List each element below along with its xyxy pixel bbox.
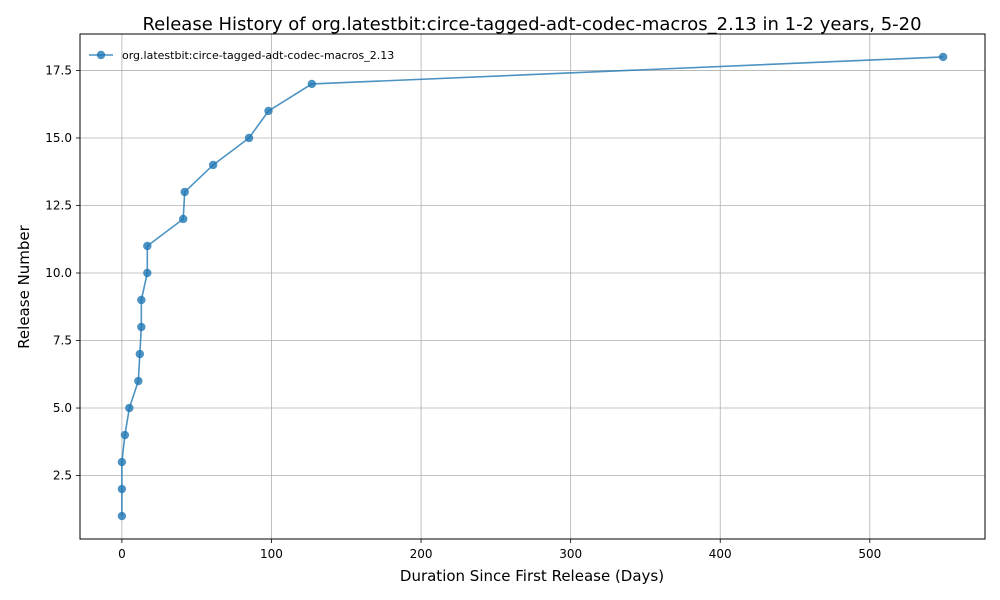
y-tick-label: 10.0 — [45, 266, 72, 280]
x-axis-ticks: 0 100 200 300 400 500 — [118, 539, 881, 561]
y-tick-label: 12.5 — [45, 198, 72, 212]
plot-frame — [79, 33, 986, 540]
data-point — [117, 484, 127, 494]
x-tick-label: 500 — [858, 547, 881, 561]
legend-entry: org.latestbit:circe-tagged-adt-codec-mac… — [122, 49, 394, 62]
y-tick-label: 15.0 — [45, 131, 72, 145]
data-point — [307, 79, 317, 89]
data-point — [137, 322, 146, 332]
data-point — [143, 241, 152, 251]
grid-lines — [80, 34, 985, 539]
y-tick-label: 5.0 — [53, 401, 72, 415]
data-point — [208, 160, 218, 170]
y-tick-label: 17.5 — [45, 63, 72, 77]
data-point — [135, 349, 145, 359]
data-point — [134, 376, 143, 386]
legend: org.latestbit:circe-tagged-adt-codec-mac… — [89, 49, 394, 62]
y-axis-label: Release Number — [15, 224, 33, 348]
data-point — [244, 133, 254, 143]
x-tick-label: 400 — [709, 547, 732, 561]
data-point — [125, 403, 134, 413]
chart-title: Release History of org.latestbit:circe-t… — [142, 14, 921, 35]
data-point — [137, 295, 146, 305]
data-point — [143, 268, 152, 278]
y-tick-label: 2.5 — [53, 469, 72, 483]
data-point — [264, 106, 273, 116]
data-point — [117, 511, 127, 521]
data-point — [180, 187, 189, 197]
data-point — [179, 214, 188, 224]
legend-marker — [96, 50, 106, 60]
data-point — [117, 457, 127, 467]
series-line — [121, 56, 944, 517]
data-point — [938, 52, 948, 62]
x-tick-label: 0 — [118, 547, 126, 561]
y-tick-label: 7.5 — [53, 334, 72, 348]
x-tick-label: 200 — [410, 547, 433, 561]
series-layer — [117, 52, 948, 521]
x-tick-label: 100 — [260, 547, 283, 561]
data-point — [120, 430, 130, 440]
x-axis-label: Duration Since First Release (Days) — [400, 567, 664, 585]
y-axis-ticks: 2.5 5.0 7.5 10.0 12.5 15.0 17.5 — [45, 63, 80, 483]
x-tick-label: 300 — [559, 547, 582, 561]
